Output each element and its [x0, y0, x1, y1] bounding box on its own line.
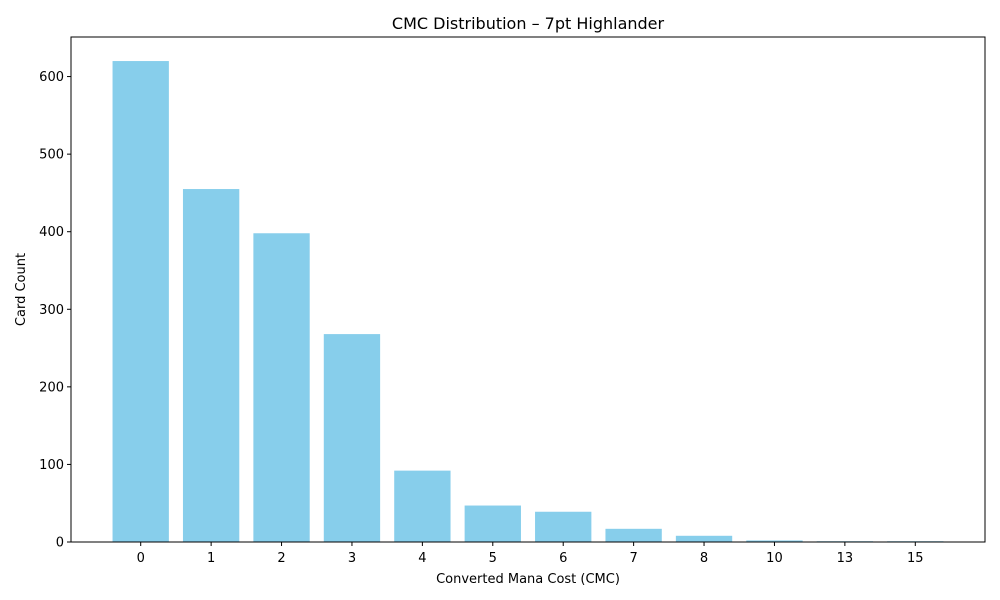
y-tick-label: 0: [56, 536, 64, 551]
x-tick-label: 7: [629, 551, 637, 566]
plot-frame: [70, 36, 986, 543]
y-axis-ticks: 0 100 200 300 400 500 600: [39, 70, 71, 551]
x-axis-label: Converted Mana Cost (CMC): [436, 572, 620, 587]
x-tick-label: 2: [277, 551, 285, 566]
bar-cmc-3: [323, 334, 381, 542]
bar-cmc-8: [675, 535, 733, 542]
x-tick-label: 10: [766, 551, 783, 566]
x-tick-label: 4: [418, 551, 426, 566]
x-tick-label: 3: [348, 551, 356, 566]
y-axis-label: Card Count: [14, 253, 29, 326]
x-tick-label: 6: [559, 551, 567, 566]
x-tick-label: 8: [700, 551, 708, 566]
chart-title: CMC Distribution – 7pt Highlander: [392, 14, 665, 33]
y-tick-label: 100: [39, 458, 64, 473]
bar-cmc-7: [605, 528, 662, 542]
bar-cmc-0: [112, 61, 169, 543]
y-tick-label: 600: [39, 70, 64, 85]
x-tick-label: 15: [907, 551, 924, 566]
bar-cmc-6: [535, 511, 592, 542]
bar-cmc-4: [394, 470, 451, 542]
y-tick-label: 300: [39, 303, 64, 318]
y-tick-label: 400: [39, 225, 64, 240]
x-axis-ticks: 0 1 2 3 4 5 6 7 8 10 13 15: [137, 542, 924, 566]
y-tick-label: 500: [39, 148, 64, 163]
x-tick-label: 13: [837, 551, 854, 566]
x-tick-label: 5: [489, 551, 497, 566]
bar-cmc-5: [464, 505, 521, 542]
bar-cmc-1: [182, 189, 240, 543]
bar-cmc-10: [746, 540, 803, 542]
bars-group: [112, 61, 944, 543]
x-tick-label: 1: [207, 551, 215, 566]
y-tick-label: 200: [39, 380, 64, 395]
bar-cmc-2: [253, 233, 310, 542]
x-tick-label: 0: [137, 551, 145, 566]
